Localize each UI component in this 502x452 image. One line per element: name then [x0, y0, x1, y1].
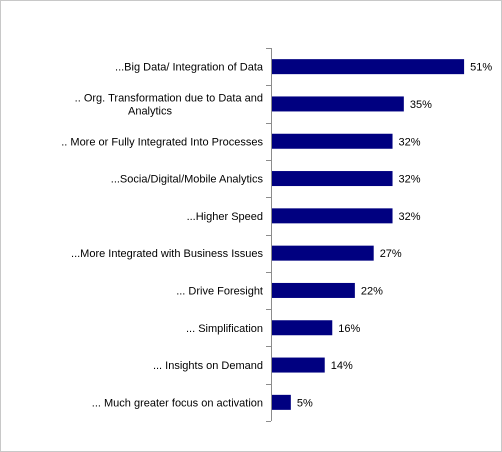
category-label: ...More Integrated with Business Issues	[71, 248, 263, 260]
data-label: 22%	[361, 285, 383, 297]
data-label: 16%	[338, 323, 360, 335]
bar	[272, 245, 374, 261]
data-label: 32%	[399, 211, 421, 223]
category-label: ... Insights on Demand	[153, 360, 263, 372]
data-label: 35%	[410, 99, 432, 111]
bar	[272, 59, 465, 75]
data-label: 27%	[380, 248, 402, 260]
data-label: 32%	[399, 174, 421, 186]
bar	[272, 282, 355, 298]
bar	[272, 208, 393, 224]
bar	[272, 96, 404, 112]
data-label: 51%	[470, 62, 492, 74]
bar	[272, 357, 325, 373]
bar	[272, 320, 333, 336]
data-label: 5%	[297, 397, 313, 409]
category-label: ...Big Data/ Integration of Data	[115, 62, 264, 74]
bar	[272, 133, 393, 149]
data-label: 32%	[399, 136, 421, 148]
bar	[272, 171, 393, 187]
category-label: .. More or Fully Integrated Into Process…	[61, 136, 263, 148]
category-label: ... Drive Foresight	[176, 285, 263, 297]
category-label: .. Org. Transformation due to Data and An…	[75, 92, 263, 117]
category-label: ...Higher Speed	[187, 211, 263, 223]
bar	[272, 394, 291, 410]
category-label: ... Much greater focus on activation	[92, 397, 263, 409]
data-label: 14%	[331, 360, 353, 372]
category-label: ...Socia/Digital/Mobile Analytics	[111, 174, 264, 186]
category-label: ... Simplification	[186, 323, 263, 335]
